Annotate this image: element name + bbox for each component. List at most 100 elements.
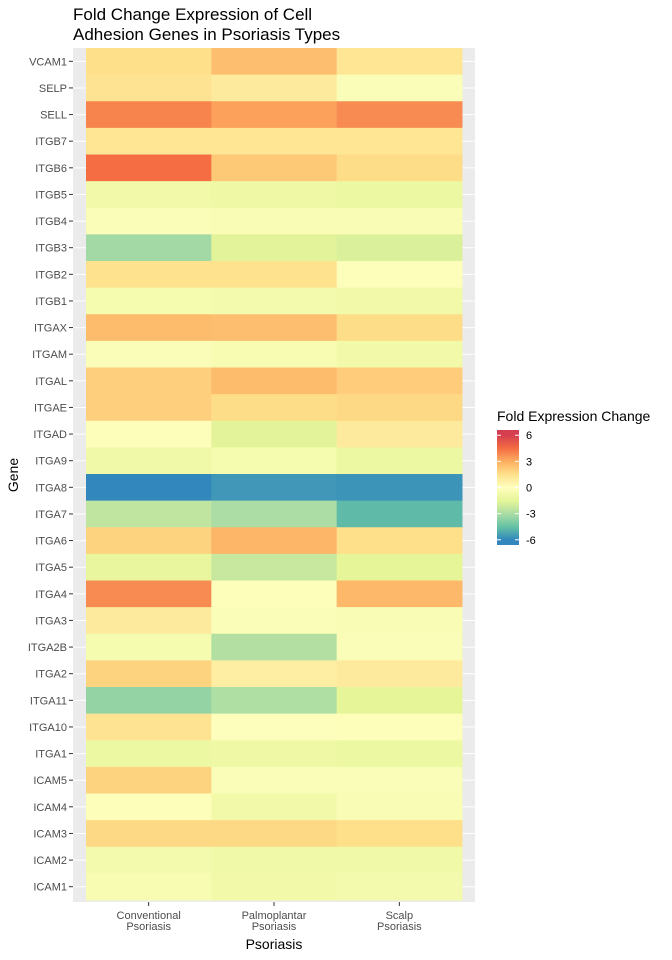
y-tick-label: ITGB1 xyxy=(35,296,67,308)
heatmap-cell xyxy=(336,633,463,661)
y-tick-label: ITGA4 xyxy=(35,589,67,601)
heatmap-cell xyxy=(211,527,338,555)
heatmap-cell xyxy=(211,500,338,528)
y-tick-label: ITGAE xyxy=(34,402,67,414)
y-tick-label: ITGA2B xyxy=(28,642,67,654)
heatmap-cell xyxy=(211,340,338,368)
legend-tick-label: 3 xyxy=(526,456,532,468)
x-axis-title: Psoriasis xyxy=(246,936,303,952)
heatmap-cell xyxy=(86,154,212,182)
y-tick-label: ITGA9 xyxy=(35,456,67,468)
heatmap-cell xyxy=(211,154,338,182)
heatmap-cell xyxy=(336,660,463,688)
y-tick-label: ITGA3 xyxy=(35,615,67,627)
y-tick-label: ITGA7 xyxy=(35,509,67,521)
legend-tick-label: -3 xyxy=(526,509,536,521)
heatmap-cell xyxy=(336,873,463,901)
heatmap-cell xyxy=(211,234,338,262)
heatmap-cell xyxy=(336,48,463,76)
heatmap-cell xyxy=(211,74,338,102)
heatmap-cell xyxy=(86,580,212,608)
heatmap-cell xyxy=(336,846,463,874)
heatmap-cell xyxy=(336,474,463,502)
y-tick-label: ITGB7 xyxy=(35,136,67,148)
heatmap-cell xyxy=(86,420,212,448)
heatmap-cell xyxy=(211,660,338,688)
heatmap-cell xyxy=(336,181,463,209)
y-tick-label: ICAM2 xyxy=(33,855,67,867)
heatmap-cell xyxy=(211,394,338,422)
x-tick-label: Scalp xyxy=(386,910,414,922)
x-tick-label: Conventional xyxy=(117,910,181,922)
heatmap-cell xyxy=(336,607,463,635)
heatmap-cell xyxy=(86,687,212,715)
heatmap-cell xyxy=(336,340,463,368)
heatmap-cell xyxy=(211,687,338,715)
heatmap-cell xyxy=(211,261,338,289)
heatmap-cell xyxy=(86,367,212,395)
x-axis: ConventionalPsoriasisPalmoplantarPsorias… xyxy=(117,902,422,933)
heatmap-cell xyxy=(86,101,212,129)
y-tick-label: ITGAX xyxy=(34,323,68,335)
heatmap-cell xyxy=(336,314,463,342)
y-tick-label: ITGA2 xyxy=(35,669,67,681)
heatmap-cell xyxy=(336,553,463,581)
heatmap-cell xyxy=(86,527,212,555)
y-tick-label: ITGA11 xyxy=(30,695,67,707)
heatmap-cell xyxy=(211,181,338,209)
heatmap-cell xyxy=(86,181,212,209)
heatmap-cell xyxy=(211,48,338,76)
heatmap-cell xyxy=(86,766,212,794)
heatmap-cell xyxy=(86,447,212,475)
chart-title: Fold Change Expression of Cell Adhesion … xyxy=(73,5,340,44)
heatmap-cell xyxy=(86,340,212,368)
heatmap-cell xyxy=(86,793,212,821)
y-tick-label: ITGA1 xyxy=(35,749,67,761)
heatmap-cell xyxy=(86,261,212,289)
heatmap-cell xyxy=(86,500,212,528)
y-tick-label: ITGA8 xyxy=(35,482,67,494)
legend-title: Fold Expression Change xyxy=(497,408,651,424)
y-tick-label: SELL xyxy=(40,110,67,122)
heatmap-cell xyxy=(336,154,463,182)
y-tick-label: ITGA6 xyxy=(35,536,67,548)
y-tick-label: SELP xyxy=(39,83,67,95)
y-tick-label: ITGB5 xyxy=(35,189,67,201)
heatmap-cell xyxy=(336,713,463,741)
heatmap-cell xyxy=(211,607,338,635)
heatmap-cell xyxy=(336,447,463,475)
y-tick-label: ITGAL xyxy=(35,376,67,388)
chart-title-line-1: Fold Change Expression of Cell xyxy=(73,5,312,24)
y-tick-label: ITGAM xyxy=(32,349,67,361)
heatmap-cell xyxy=(211,287,338,315)
x-tick-label: Psoriasis xyxy=(252,921,297,933)
x-tick-label: Psoriasis xyxy=(377,921,422,933)
y-tick-label: VCAM1 xyxy=(29,56,67,68)
heatmap-cell xyxy=(211,127,338,155)
heatmap-cell xyxy=(211,846,338,874)
heatmap-cell xyxy=(336,580,463,608)
x-tick-label: Palmoplantar xyxy=(242,910,307,922)
heatmap-cell xyxy=(336,820,463,848)
heatmap-cell xyxy=(211,314,338,342)
heatmap-cell xyxy=(211,793,338,821)
heatmap-cell xyxy=(211,766,338,794)
heatmap-cell xyxy=(86,740,212,768)
heatmap-cell xyxy=(211,420,338,448)
heatmap-cell xyxy=(336,234,463,262)
heatmap-cell xyxy=(86,48,212,76)
heatmap-cell xyxy=(336,500,463,528)
heatmap-cell xyxy=(86,234,212,262)
heatmap-cell xyxy=(211,367,338,395)
y-tick-label: ITGB4 xyxy=(35,216,67,228)
y-tick-label: ITGB6 xyxy=(35,163,67,175)
heatmap-cell xyxy=(86,846,212,874)
heatmap-cell xyxy=(86,127,212,155)
legend-tick-label: 0 xyxy=(526,483,532,495)
heatmap-cell xyxy=(86,713,212,741)
y-tick-label: ITGA5 xyxy=(35,562,67,574)
heatmap-cell xyxy=(336,74,463,102)
y-tick-label: ICAM3 xyxy=(33,828,67,840)
heatmap-cell xyxy=(211,713,338,741)
legend-colorbar xyxy=(497,430,519,545)
